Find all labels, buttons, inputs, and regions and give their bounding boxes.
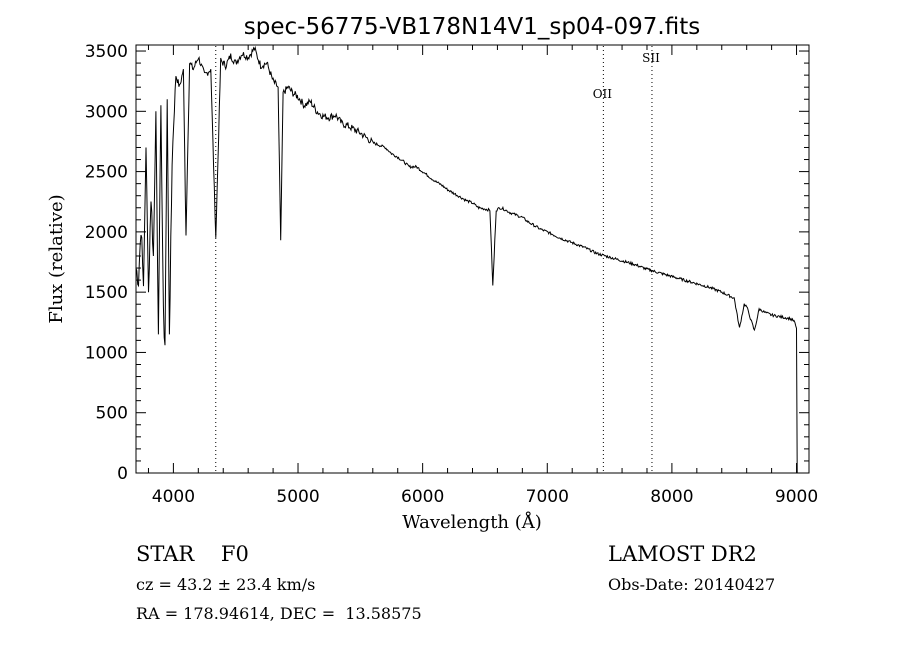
line-marker-label: SII xyxy=(642,51,660,65)
x-axis-label: Wavelength (Å) xyxy=(402,511,542,533)
line-marker-label: OII xyxy=(593,87,613,101)
x-tick-label: 4000 xyxy=(152,487,195,507)
survey-text: LAMOST DR2 xyxy=(608,542,757,566)
x-tick-label: 8000 xyxy=(650,487,693,507)
obs-date-text: Obs-Date: 20140427 xyxy=(608,575,776,594)
chart-title: spec-56775-VB178N14V1_sp04-097.fits xyxy=(244,14,700,40)
coords-text: RA = 178.94614, DEC = 13.58575 xyxy=(136,604,422,623)
x-tick-label: 5000 xyxy=(276,487,319,507)
cz-text: cz = 43.2 ± 23.4 km/s xyxy=(136,575,316,594)
y-tick-label: 3000 xyxy=(85,102,128,122)
plot-area: 4000 5000 6000 7000 8000 9000 0 500 1000 1500 200… xyxy=(85,42,818,507)
y-tick-label: 2000 xyxy=(85,223,128,243)
y-tick-label: 0 xyxy=(117,464,128,484)
x-tick-label: 6000 xyxy=(401,487,444,507)
plot-frame xyxy=(135,44,810,474)
spectral-line-markers: OII SII xyxy=(215,46,660,472)
x-tick-label: 9000 xyxy=(775,487,818,507)
x-tick-label: 7000 xyxy=(526,487,569,507)
y-axis: 0 500 1000 1500 2000 2500 3000 3500 xyxy=(85,42,809,484)
y-tick-label: 2500 xyxy=(85,163,128,183)
y-axis-label: Flux (relative) xyxy=(46,194,67,323)
spectrum-line xyxy=(135,45,798,474)
y-tick-label: 1000 xyxy=(85,343,128,363)
x-axis: 4000 5000 6000 7000 8000 9000 xyxy=(147,45,818,507)
y-tick-label: 1500 xyxy=(85,283,128,303)
y-tick-label: 3500 xyxy=(85,42,128,62)
y-tick-label: 500 xyxy=(96,404,128,424)
classification-text: STAR F0 xyxy=(136,542,249,566)
